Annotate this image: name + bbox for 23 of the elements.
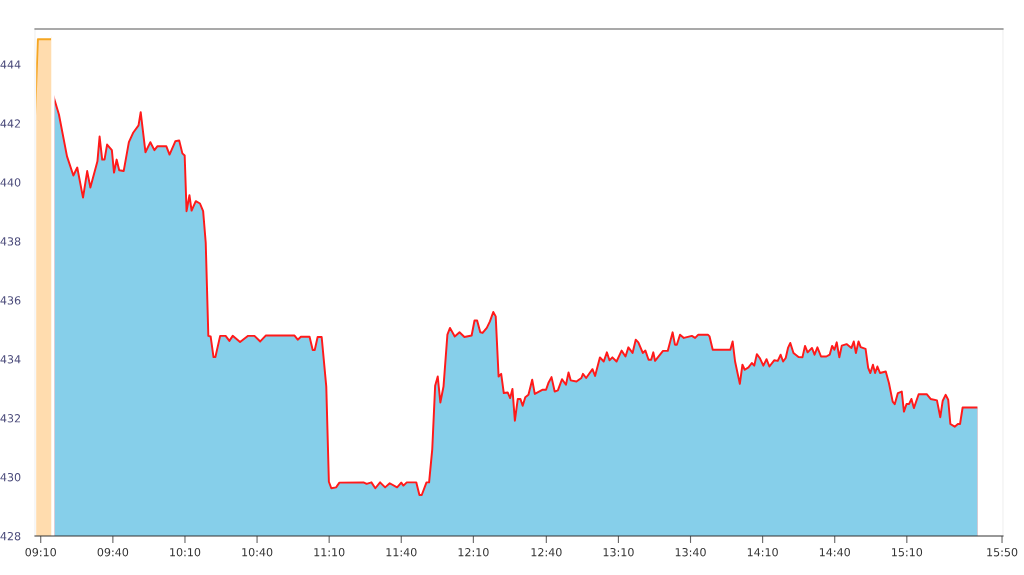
- x-tick-label: 15:50: [987, 548, 1018, 557]
- x-tick-label: 12:40: [531, 548, 562, 557]
- x-tick-label: 14:10: [747, 548, 778, 557]
- x-tick-label: 13:10: [603, 548, 634, 557]
- x-tick-label: 09:40: [97, 548, 129, 557]
- x-tick-label: 11:40: [386, 548, 417, 557]
- y-tick-label: 430: [0, 473, 21, 482]
- x-tick-label: 15:10: [892, 548, 923, 557]
- x-tick-label: 13:40: [675, 548, 706, 557]
- y-tick-label: 432: [0, 414, 20, 423]
- x-tick-label: 11:10: [314, 548, 345, 557]
- x-tick-label: 09:10: [25, 548, 56, 557]
- x-tick-label: 12:10: [458, 548, 489, 557]
- x-tick-label: 14:40: [819, 548, 850, 557]
- y-tick-label: 442: [0, 119, 20, 128]
- y-tick-label: 428: [0, 531, 21, 541]
- y-tick-label: 444: [0, 60, 21, 69]
- y-tick-label: 440: [0, 178, 21, 187]
- y-tick-label: 436: [0, 296, 21, 305]
- y-tick-label: 438: [0, 237, 21, 246]
- x-tick-label: 10:40: [242, 548, 273, 557]
- x-tick-label: 10:10: [170, 548, 201, 557]
- y-tick-label: 434: [0, 355, 21, 364]
